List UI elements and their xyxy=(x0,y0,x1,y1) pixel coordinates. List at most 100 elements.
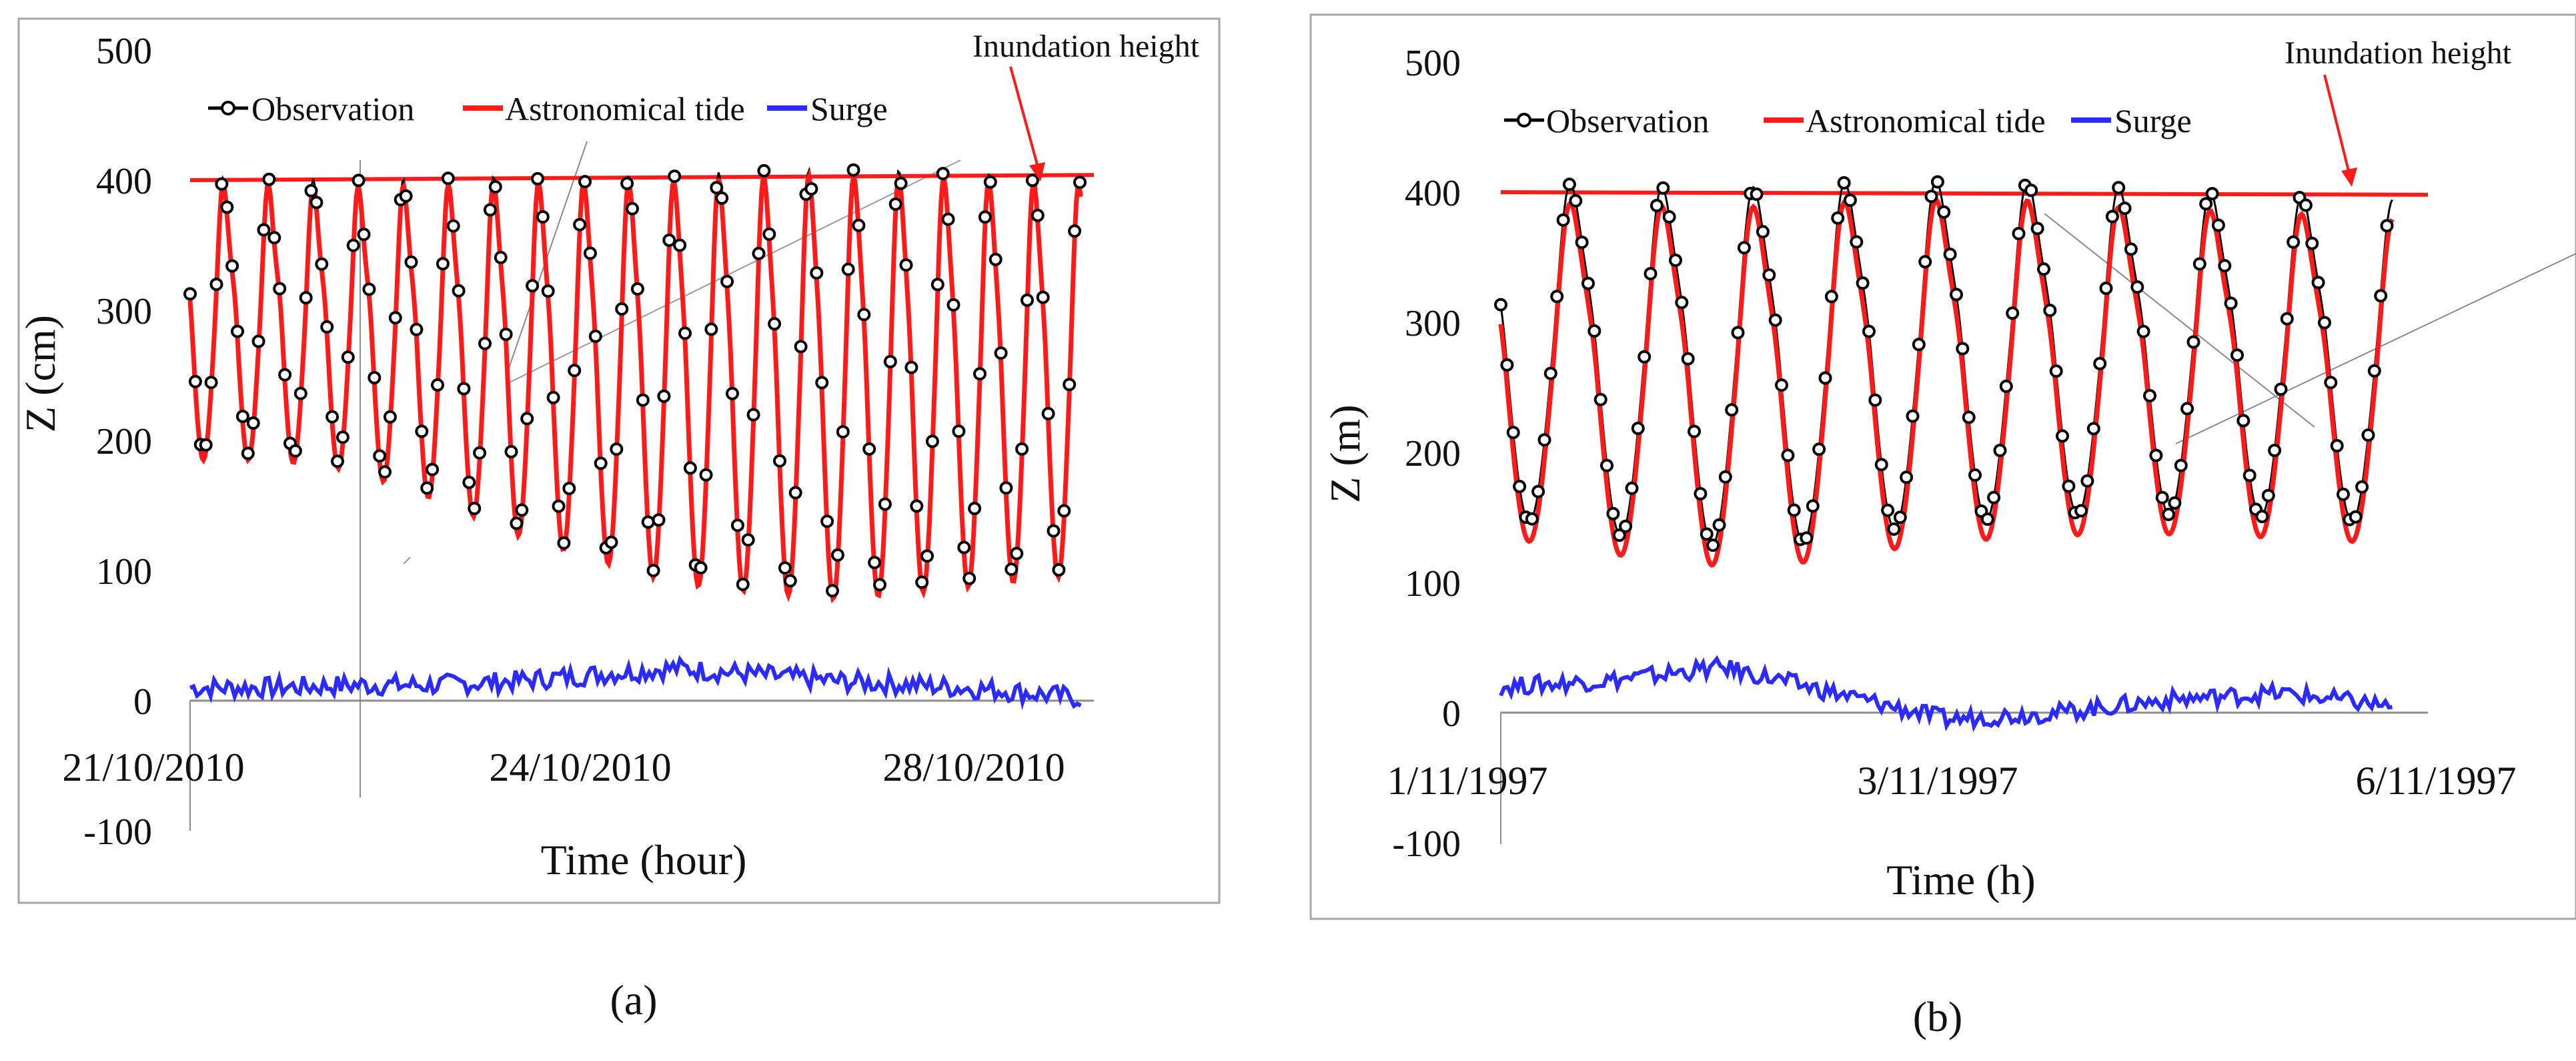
observation-point xyxy=(557,536,571,550)
observation-point xyxy=(315,257,329,271)
y-axis-ticks-b: 500 400 300 200 100 0 -100 xyxy=(1392,43,1461,865)
observation-point xyxy=(2056,429,2069,443)
observation-point xyxy=(636,393,650,407)
observation-point xyxy=(615,302,629,316)
observation-point xyxy=(1010,547,1024,561)
observation-point xyxy=(1999,379,2013,393)
observation-point xyxy=(652,513,666,527)
panel-label-a: (a) xyxy=(610,976,657,1024)
observation-point xyxy=(273,282,287,296)
observation-point xyxy=(251,334,265,348)
observation-point xyxy=(2105,210,2119,224)
observation-point xyxy=(894,176,908,190)
observation-point xyxy=(504,444,518,458)
observation-point xyxy=(2130,280,2144,294)
observation-point xyxy=(2205,187,2219,201)
observation-point xyxy=(2355,480,2369,494)
observation-point xyxy=(1537,433,1551,447)
x-tick-label-a-1: 21/10/2010 xyxy=(62,745,244,789)
observation-point xyxy=(2330,439,2344,452)
chart-panel-b: 500 400 300 200 100 0 -100 1/11/1997 3/1… xyxy=(1309,13,2576,920)
observation-point xyxy=(478,336,492,350)
observation-point xyxy=(841,262,855,276)
y-tick-label-a-300: 300 xyxy=(96,291,152,332)
observation-point xyxy=(2367,364,2381,378)
chart-frame-a xyxy=(17,17,1221,904)
observation-point xyxy=(2162,507,2176,521)
observation-point xyxy=(1881,503,1895,517)
observation-point xyxy=(836,425,850,439)
observation-point xyxy=(2268,444,2282,457)
observation-point xyxy=(278,368,292,382)
observation-point xyxy=(1500,358,1514,372)
observation-point xyxy=(2218,259,2232,273)
observation-point xyxy=(941,212,955,226)
observation-point xyxy=(1943,248,1957,262)
x-tick-label-b-2: 3/11/1997 xyxy=(1857,759,2018,803)
observation-point xyxy=(1906,409,1920,423)
observation-point xyxy=(541,284,555,298)
observation-point xyxy=(426,462,440,476)
observation-point xyxy=(683,461,697,475)
observation-point xyxy=(2012,227,2026,240)
observation-point xyxy=(1818,371,1832,385)
observation-point xyxy=(336,430,350,444)
observation-point xyxy=(404,255,418,269)
observation-point xyxy=(2168,496,2182,510)
observation-point xyxy=(1063,378,1077,392)
observation-point xyxy=(2180,402,2194,416)
observation-point xyxy=(2287,235,2301,249)
observation-point xyxy=(2274,382,2288,396)
observation-point xyxy=(378,465,392,479)
observation-point xyxy=(183,287,197,301)
observation-point xyxy=(657,389,671,403)
observation-point xyxy=(546,390,560,404)
observation-point xyxy=(762,227,776,241)
observation-point xyxy=(888,197,902,211)
observation-point xyxy=(1912,338,1926,352)
observation-point xyxy=(1494,298,1507,312)
observation-point xyxy=(726,386,739,400)
observation-point xyxy=(1662,210,1676,224)
observation-point xyxy=(2242,468,2257,482)
observation-point xyxy=(441,171,455,186)
observation-point xyxy=(2124,242,2138,256)
observation-point xyxy=(568,364,582,378)
observation-point xyxy=(710,181,724,195)
observation-point xyxy=(594,456,608,470)
observation-point xyxy=(1756,225,1770,239)
observation-point xyxy=(794,340,808,354)
observation-point xyxy=(1824,290,1838,304)
observation-point xyxy=(1837,176,1851,190)
observation-point xyxy=(1918,255,1932,269)
observation-point xyxy=(2024,184,2038,198)
observation-point xyxy=(773,454,786,468)
observation-point xyxy=(1887,522,1901,536)
observation-point xyxy=(1968,468,1982,482)
observation-point xyxy=(1587,324,1601,338)
observation-point xyxy=(957,541,971,555)
observation-point xyxy=(1688,424,1701,438)
observation-point xyxy=(246,416,260,430)
legend-label-observation-b: Observation xyxy=(1546,102,1709,139)
observation-point xyxy=(2261,488,2275,502)
observation-point xyxy=(646,564,660,577)
observation-point xyxy=(1021,293,1034,307)
observation-point xyxy=(2280,312,2294,326)
observation-point xyxy=(852,218,866,232)
observation-point xyxy=(346,238,360,252)
observation-point xyxy=(373,449,387,463)
observation-point xyxy=(552,499,566,513)
observation-point xyxy=(1937,205,1951,219)
observation-point xyxy=(2361,428,2375,442)
observation-point xyxy=(562,482,576,495)
y-tick-label-a-0: 0 xyxy=(133,681,152,723)
observation-point xyxy=(1930,175,1944,189)
legend-b: Observation Astronomical tide Surge xyxy=(1504,102,2192,139)
x-tick-label-a-2: 24/10/2010 xyxy=(489,745,671,789)
observation-point xyxy=(2043,304,2057,318)
observation-point xyxy=(536,210,550,224)
observation-point xyxy=(1031,208,1045,222)
observation-point xyxy=(1725,403,1739,417)
observation-point xyxy=(320,320,334,334)
